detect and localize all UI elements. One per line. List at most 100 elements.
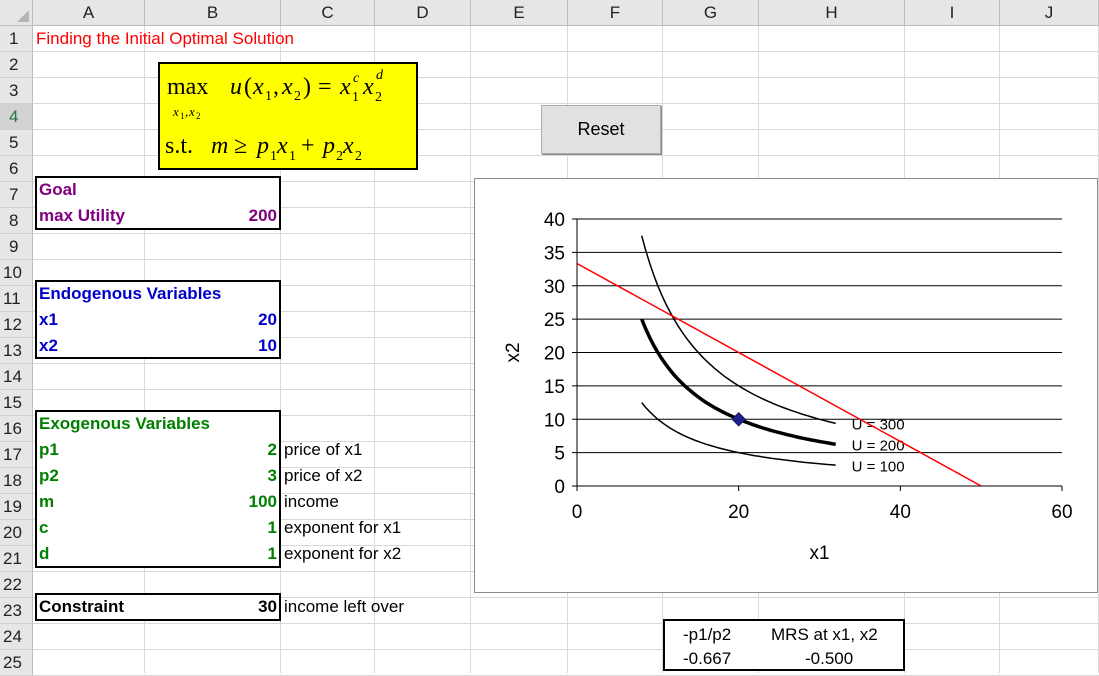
column-header-h[interactable]: H <box>759 0 905 26</box>
p2-value[interactable]: 3 <box>267 466 277 485</box>
row-header-25[interactable]: 25 <box>0 650 33 676</box>
row-header-7[interactable]: 7 <box>0 182 33 208</box>
row-header-17[interactable]: 17 <box>0 442 33 468</box>
y-axis-label: x2 <box>503 342 524 362</box>
reset-button[interactable]: Reset <box>541 105 661 154</box>
svg-text:2: 2 <box>355 149 362 164</box>
column-header-c[interactable]: C <box>281 0 375 26</box>
column-header-d[interactable]: D <box>375 0 471 26</box>
sheet-title[interactable]: Finding the Initial Optimal Solution <box>36 29 294 48</box>
goal-value[interactable]: 200 <box>248 206 277 225</box>
m-desc[interactable]: income <box>284 492 339 511</box>
svg-text:): ) <box>303 74 311 100</box>
svg-text:x: x <box>172 104 179 119</box>
row-header-9[interactable]: 9 <box>0 234 33 260</box>
row-header-12[interactable]: 12 <box>0 312 33 338</box>
p2-desc[interactable]: price of x2 <box>284 466 363 485</box>
y-tick-label: 15 <box>544 377 565 398</box>
column-header-e[interactable]: E <box>471 0 568 26</box>
budget-line <box>577 262 982 486</box>
row-header-19[interactable]: 19 <box>0 494 33 520</box>
svg-text:d: d <box>376 68 384 83</box>
y-tick-label: 20 <box>544 344 565 365</box>
p1-desc[interactable]: price of x1 <box>284 440 363 459</box>
m-value[interactable]: 100 <box>248 492 277 511</box>
row-header-5[interactable]: 5 <box>0 130 33 156</box>
row-header-20[interactable]: 20 <box>0 520 33 546</box>
x-tick-label: 60 <box>1051 502 1072 523</box>
y-tick-label: 25 <box>544 310 565 331</box>
endogenous-header[interactable]: Endogenous Variables <box>39 284 222 303</box>
svg-text:p: p <box>255 133 269 159</box>
p1-value[interactable]: 2 <box>267 440 277 459</box>
row-header-22[interactable]: 22 <box>0 572 33 598</box>
row-header-24[interactable]: 24 <box>0 624 33 650</box>
svg-text:x: x <box>252 74 264 100</box>
row-header-13[interactable]: 13 <box>0 338 33 364</box>
c-value[interactable]: 1 <box>267 518 277 537</box>
slope-header[interactable]: -p1/p2 <box>683 625 732 644</box>
goal-header[interactable]: Goal <box>39 180 77 199</box>
column-header-j[interactable]: J <box>1000 0 1099 26</box>
x1-label[interactable]: x1 <box>39 310 58 329</box>
row-header-16[interactable]: 16 <box>0 416 33 442</box>
constraint-value[interactable]: 30 <box>258 597 277 616</box>
column-header-i[interactable]: I <box>905 0 1000 26</box>
row-header-11[interactable]: 11 <box>0 286 33 312</box>
c-desc[interactable]: exponent for x1 <box>284 518 402 537</box>
exogenous-box <box>35 410 281 568</box>
mrs-table: -p1/p2 MRS at x1, x2 -0.667 -0.500 <box>663 619 905 671</box>
svg-text:,: , <box>185 104 188 119</box>
row-header-14[interactable]: 14 <box>0 364 33 390</box>
svg-text:x: x <box>362 74 374 100</box>
row-header-6[interactable]: 6 <box>0 156 33 182</box>
p2-label[interactable]: p2 <box>39 466 59 485</box>
d-value[interactable]: 1 <box>267 544 277 563</box>
row-header-4[interactable]: 4 <box>0 104 33 130</box>
gridline-horizontal <box>33 623 1099 624</box>
m-label[interactable]: m <box>39 492 55 511</box>
row-header-2[interactable]: 2 <box>0 52 33 78</box>
goal-label[interactable]: max Utility <box>39 206 125 225</box>
x2-value[interactable]: 10 <box>258 336 277 355</box>
y-tick-label: 0 <box>554 477 565 498</box>
row-header-23[interactable]: 23 <box>0 598 33 624</box>
indifference-chart[interactable]: 0 5 10 15 20 25 30 35 40 0 20 40 60 x1 x2 U = 300 U = 20… <box>474 178 1098 593</box>
row-header-18[interactable]: 18 <box>0 468 33 494</box>
x2-label[interactable]: x2 <box>39 336 58 355</box>
exogenous-header[interactable]: Exogenous Variables <box>39 414 211 433</box>
row-header-15[interactable]: 15 <box>0 390 33 416</box>
mrs-value[interactable]: -0.500 <box>805 649 854 668</box>
constraint-desc[interactable]: income left over <box>284 597 404 616</box>
svg-text:2: 2 <box>375 90 382 105</box>
column-header-g[interactable]: G <box>663 0 759 26</box>
c-label[interactable]: c <box>39 518 49 537</box>
x-axis-label: x1 <box>809 543 829 564</box>
row-header-3[interactable]: 3 <box>0 78 33 104</box>
p1-label[interactable]: p1 <box>39 440 59 459</box>
d-label[interactable]: d <box>39 544 50 563</box>
constraint-label[interactable]: Constraint <box>39 597 124 616</box>
column-header-a[interactable]: A <box>33 0 145 26</box>
column-header-b[interactable]: B <box>145 0 281 26</box>
series-line-u-300 <box>640 235 836 425</box>
svg-text:,: , <box>273 74 279 100</box>
column-header-f[interactable]: F <box>568 0 663 26</box>
svg-text:2: 2 <box>336 149 343 164</box>
slope-value[interactable]: -0.667 <box>683 649 732 668</box>
row-header-8[interactable]: 8 <box>0 208 33 234</box>
svg-text:1: 1 <box>265 89 272 104</box>
row-header-1[interactable]: 1 <box>0 26 33 52</box>
svg-text:=: = <box>318 74 332 100</box>
row-header-10[interactable]: 10 <box>0 260 33 286</box>
x1-value[interactable]: 20 <box>258 310 277 329</box>
svg-text:c: c <box>353 71 360 86</box>
d-desc[interactable]: exponent for x2 <box>284 544 402 563</box>
select-all-corner[interactable] <box>0 0 33 26</box>
mrs-header[interactable]: MRS at x1, x2 <box>771 625 878 644</box>
svg-text:2: 2 <box>294 89 301 104</box>
row-header-21[interactable]: 21 <box>0 546 33 572</box>
